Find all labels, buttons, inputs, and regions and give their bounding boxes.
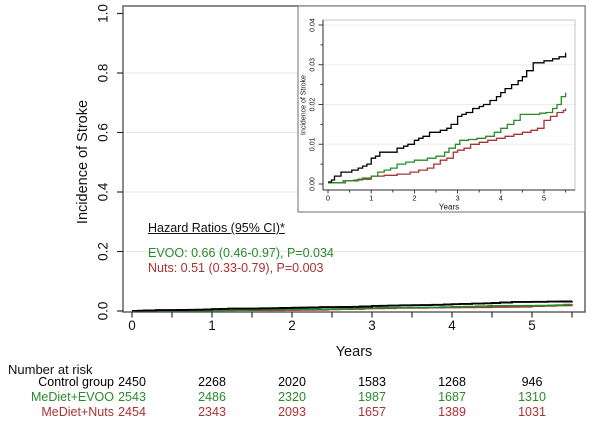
y-tick-label: 0.2	[96, 242, 111, 261]
inset-panel	[297, 5, 586, 213]
y-tick-label: 0.0	[96, 302, 111, 321]
risk-row-label-evoo: MeDiet+EVOO	[30, 390, 114, 404]
inset-curve-control	[328, 52, 567, 183]
risk-value-nuts-year3: 1657	[358, 405, 386, 419]
inset-y-tick-label: 0.02	[309, 98, 316, 112]
risk-value-nuts-year2: 2093	[278, 405, 306, 419]
risk-value-evoo-year5: 1310	[518, 390, 546, 404]
inset-x-tick-label: 3	[456, 194, 460, 203]
inset-x-tick-label: 0	[326, 194, 330, 203]
hazard-ratio-nuts: Nuts: 0.51 (0.33-0.79), P=0.003	[148, 261, 324, 275]
risk-value-control-year4: 1268	[438, 375, 466, 389]
y-tick-label: 0.6	[96, 123, 111, 142]
risk-value-control-year5: 946	[521, 375, 543, 389]
x-tick-label: 5	[528, 318, 536, 333]
main-curve-control	[132, 300, 573, 312]
risk-value-control-year2: 2020	[278, 375, 306, 389]
hazard-ratio-evoo: EVOO: 0.66 (0.46-0.97), P=0.034	[148, 246, 334, 260]
inset-xlabel: Years	[439, 203, 459, 212]
x-tick-label: 1	[208, 318, 216, 333]
inset-x-tick-label: 1	[369, 194, 373, 203]
x-tick-label: 3	[368, 318, 376, 333]
inset-curve-evoo	[328, 92, 567, 184]
risk-row-label-nuts: MeDiet+Nuts	[41, 405, 114, 419]
inset-curve-nuts	[328, 108, 567, 184]
inset-y-tick-label: 0.04	[309, 18, 316, 32]
inset-x-tick-label: 2	[412, 194, 416, 203]
y-tick-label: 0.4	[96, 182, 111, 201]
inset-y-tick-label: 0.03	[309, 58, 316, 72]
risk-value-nuts-year0: 2454	[118, 405, 146, 419]
risk-value-control-year0: 2450	[118, 375, 146, 389]
number-at-risk-heading: Number at risk	[8, 362, 93, 377]
risk-value-nuts-year5: 1031	[518, 405, 546, 419]
risk-value-evoo-year1: 2486	[198, 390, 226, 404]
x-tick-label: 2	[288, 318, 296, 333]
main-curve-evoo	[132, 303, 573, 312]
x-tick-label: 4	[448, 318, 456, 333]
main-xlabel: Years	[336, 344, 373, 360]
y-tick-label: 1.0	[96, 4, 111, 23]
risk-value-evoo-year2: 2320	[278, 390, 306, 404]
risk-value-evoo-year3: 1987	[358, 390, 386, 404]
main-ylabel: Incidence of Stroke	[75, 100, 91, 224]
risk-value-nuts-year1: 2343	[198, 405, 226, 419]
hazard-ratios-heading: Hazard Ratios (95% CI)*	[148, 221, 285, 235]
risk-row-label-control: Control group	[38, 375, 114, 389]
risk-value-control-year1: 2268	[198, 375, 226, 389]
y-tick-label: 0.8	[96, 64, 111, 83]
inset-x-tick-label: 5	[542, 194, 546, 203]
inset-ylabel: Incidence of Stroke	[300, 75, 307, 135]
inset-y-tick-label: 0.00	[309, 177, 316, 191]
risk-value-nuts-year4: 1389	[438, 405, 466, 419]
risk-value-evoo-year4: 1687	[438, 390, 466, 404]
inset-y-tick-label: 0.01	[309, 137, 316, 151]
risk-value-control-year3: 1583	[358, 375, 386, 389]
inset-x-tick-label: 4	[499, 194, 503, 203]
risk-value-evoo-year0: 2543	[118, 390, 146, 404]
x-tick-label: 0	[128, 318, 136, 333]
